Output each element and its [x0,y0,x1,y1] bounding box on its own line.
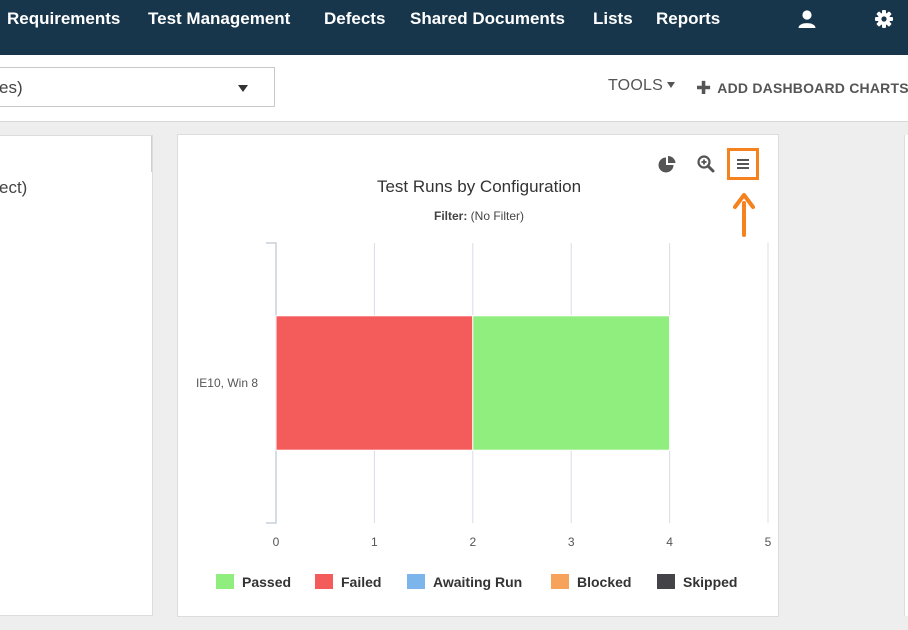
zoom-in-icon[interactable] [695,153,717,175]
top-navigation-bar: Requirements Test Management Defects Sha… [0,0,908,55]
dashboard-select[interactable]: es) [0,67,275,107]
right-widget-panel [904,135,908,616]
legend-label: Failed [341,574,382,590]
chart-filter: Filter: (No Filter) [178,209,780,223]
gear-icon[interactable] [874,9,894,29]
left-widget-panel: ect) [0,135,153,616]
legend-label: Awaiting Run [433,574,523,590]
legend-swatch [657,574,675,589]
chart-filter-label: Filter: [433,209,468,223]
x-tick-label: 4 [666,535,673,549]
nav-test-management[interactable]: Test Management [148,9,291,28]
nav-lists[interactable]: Lists [593,9,633,28]
panel-divider [151,136,152,172]
legend-label: Skipped [683,574,738,590]
legend-swatch [407,574,425,589]
chart-filter-value: (No Filter) [470,209,525,223]
tools-menu-button[interactable]: TOOLS [608,77,675,95]
legend-swatch [551,574,569,589]
bar-passed [472,315,671,451]
chevron-down-icon [238,85,248,92]
add-dashboard-charts-label: ADD DASHBOARD CHARTS [717,80,908,96]
tools-label: TOOLS [608,77,663,94]
plus-icon: ✚ [696,78,712,98]
nav-defects[interactable]: Defects [324,9,386,28]
legend-label: Passed [242,574,292,590]
chart-widget-panel: Test Runs by Configuration Filter: (No F… [177,134,779,617]
y-tick-label: IE10, Win 8 [196,376,258,390]
caret-down-icon [666,82,675,88]
chart-plot: IE10, Win 8 0 1 2 3 4 5 [196,242,772,549]
dashboard-select-value: es) [0,78,23,97]
x-tick-label: 1 [371,535,378,549]
x-tick-label: 0 [273,535,280,549]
user-icon[interactable] [797,9,817,29]
chart-title: Test Runs by Configuration [376,177,582,196]
menu-icon [737,159,749,169]
x-tick-label: 5 [765,535,772,549]
legend-label: Blocked [577,574,632,590]
x-tick-label: 2 [469,535,476,549]
pie-chart-icon[interactable] [656,154,678,176]
nav-shared-documents[interactable]: Shared Documents [410,9,565,28]
left-widget-text: ect) [0,178,28,197]
dashboard-toolbar: es) TOOLS ✚ ADD DASHBOARD CHARTS [0,55,908,122]
add-dashboard-charts-button[interactable]: ✚ ADD DASHBOARD CHARTS [696,78,908,99]
nav-reports[interactable]: Reports [656,9,721,28]
chart-menu-button[interactable] [727,148,759,180]
legend-swatch [216,574,234,589]
legend-swatch [315,574,333,589]
y-axis-line [266,242,277,524]
x-tick-label: 3 [568,535,575,549]
bar-failed [275,315,474,451]
chart-legend: Passed Failed Awaiting Run Blocked Skipped [178,572,780,594]
nav-requirements[interactable]: Requirements [7,9,121,28]
arrow-up-annotation-icon [733,193,755,237]
